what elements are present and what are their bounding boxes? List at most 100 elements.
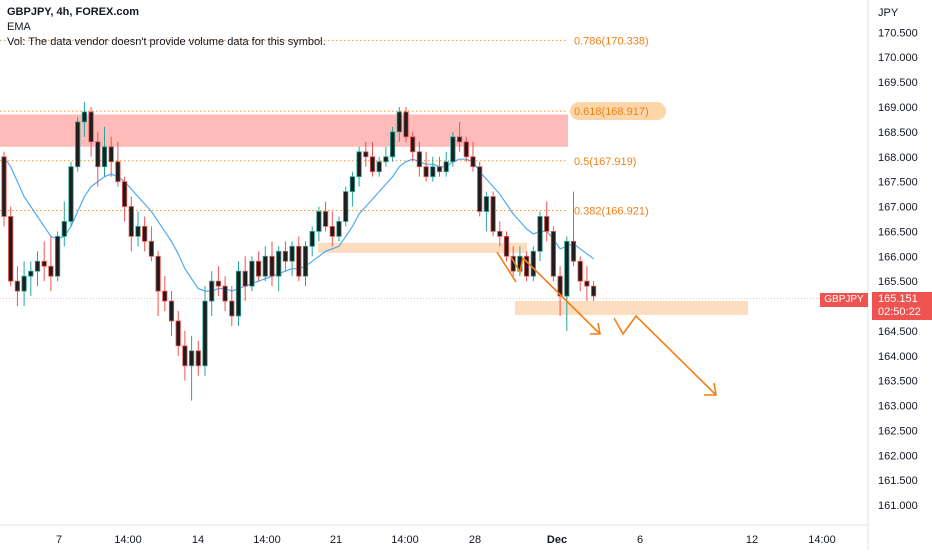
fib-label: 0.5(167.919): [574, 156, 636, 168]
y-tick-label: 166.000: [878, 251, 918, 263]
candle-body: [483, 196, 490, 212]
candle-body: [470, 156, 476, 168]
projection-arrowhead-1: [590, 322, 601, 335]
y-tick-label: 168.500: [878, 127, 918, 139]
x-tick-label: Dec: [547, 534, 567, 546]
candle-body: [41, 260, 47, 267]
x-tick-label: 6: [637, 534, 643, 546]
candle-body: [115, 161, 121, 183]
x-tick-label: 12: [746, 534, 758, 546]
bar-countdown: 02:50:22: [878, 306, 921, 318]
candle-body: [356, 151, 362, 178]
candle-body: [564, 240, 570, 297]
candle-body: [75, 121, 81, 168]
candle-body: [168, 300, 175, 322]
last-price-number: 165.151: [878, 293, 918, 305]
candle-body: [88, 111, 94, 143]
candle-body: [255, 260, 262, 277]
candle-body: [282, 250, 289, 262]
candle-body: [269, 255, 275, 277]
candle-body: [322, 211, 329, 227]
candle-body: [436, 166, 443, 173]
candle-body: [21, 275, 27, 292]
candle-body: [242, 270, 248, 287]
projection-line-b: [510, 256, 524, 275]
y-tick-label: 163.500: [878, 376, 918, 388]
x-tick-label: 14:00: [391, 534, 419, 546]
y-tick-label: 163.000: [878, 401, 918, 413]
candle-body: [182, 345, 188, 367]
candle-body: [68, 166, 74, 222]
zone-support-target: [515, 301, 748, 315]
y-tick-label: 170.500: [878, 27, 918, 39]
candle-body: [249, 260, 255, 287]
y-tick-label: 170.000: [878, 52, 918, 64]
candle-body: [456, 136, 463, 143]
candle-body: [430, 166, 436, 178]
candle-body: [369, 156, 376, 173]
candle-body: [135, 226, 141, 237]
candle-body: [396, 111, 402, 133]
candle-body: [289, 245, 295, 262]
last-price-symbol: GBPJPY: [820, 293, 868, 307]
last-price-badge: GBPJPY 165.151 02:50:22: [820, 292, 932, 320]
candle-body: [276, 250, 282, 277]
projection-arrowhead-2: [704, 382, 717, 396]
candle-body: [577, 260, 583, 282]
candle-body: [530, 250, 536, 277]
x-tick-label: 21: [330, 534, 342, 546]
candle-body: [403, 111, 409, 138]
last-price-value: 165.151 02:50:22: [872, 292, 932, 320]
candle-body: [108, 146, 114, 163]
candle-body: [302, 245, 309, 277]
y-tick-label: 168.000: [878, 152, 918, 164]
volume-note: Vol: The data vendor doesn't provide vol…: [7, 36, 326, 48]
candle-body: [188, 350, 195, 367]
candle-body: [591, 285, 597, 297]
x-tick-label: 7: [56, 534, 62, 546]
candle-body: [349, 176, 356, 192]
candle-body: [61, 221, 67, 237]
symbol-title[interactable]: GBPJPY, 4h, FOREX.com: [7, 6, 140, 18]
y-tick-label: 164.000: [878, 351, 918, 363]
currency-label: JPY: [878, 7, 899, 19]
candle-body: [416, 151, 423, 168]
candle-body: [570, 240, 577, 262]
candle-body: [389, 131, 396, 158]
candle-body: [329, 226, 335, 237]
chart-legend: GBPJPY, 4h, FOREX.com EMA Vol: The data …: [7, 5, 326, 50]
candle-body: [155, 255, 161, 292]
candle-body: [101, 146, 108, 168]
candle-body: [537, 216, 543, 252]
candle-body: [215, 280, 221, 287]
zone-resistance: [0, 114, 568, 147]
candle-body: [450, 136, 456, 163]
y-tick-label: 169.000: [878, 102, 918, 114]
candle-body: [584, 280, 590, 287]
candle-body: [544, 216, 550, 232]
candle-body: [209, 280, 215, 302]
candle-body: [550, 230, 557, 277]
projection-line-a: [496, 251, 517, 283]
candle-body: [343, 191, 349, 222]
candle-body: [363, 151, 369, 158]
candle-body: [309, 230, 315, 247]
candle-body: [8, 216, 14, 282]
candle-body: [443, 161, 449, 173]
candle-body: [503, 235, 510, 257]
candle-body: [14, 280, 20, 292]
x-tick-label: 14:00: [114, 534, 142, 546]
candle-body: [336, 221, 342, 237]
candle-body: [376, 161, 382, 173]
candle-body: [202, 300, 208, 367]
y-tick-label: 164.500: [878, 326, 918, 338]
x-tick-label: 14:00: [253, 534, 281, 546]
candle-body: [148, 240, 154, 257]
y-tick-label: 162.500: [878, 425, 918, 437]
ema-label[interactable]: EMA: [7, 21, 31, 33]
candle-body: [162, 290, 168, 302]
y-tick-label: 162.000: [878, 450, 918, 462]
candle-body: [28, 270, 34, 277]
